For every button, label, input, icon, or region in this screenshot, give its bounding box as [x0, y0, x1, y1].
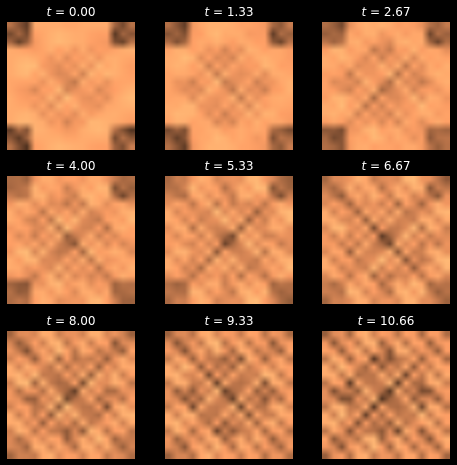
frame-image	[165, 331, 293, 459]
panel-title-value: 2.67	[383, 5, 411, 19]
panel-title-variable: t	[204, 5, 210, 19]
panel-title-value: 9.33	[226, 314, 254, 328]
panel-title-variable: t	[361, 5, 367, 19]
frame-image	[165, 22, 293, 150]
panel-title-separator: =	[51, 5, 69, 19]
frame-image	[7, 331, 135, 459]
frame-image	[322, 176, 450, 304]
frame-image	[165, 176, 293, 304]
panel-title: t = 9.33	[165, 314, 293, 328]
panel-title-value: 1.33	[226, 5, 254, 19]
panel-title-separator: =	[51, 314, 69, 328]
panel-title-separator: =	[366, 5, 384, 19]
panel-title-value: 5.33	[226, 159, 254, 173]
frame-image	[7, 176, 135, 304]
panel-title-separator: =	[209, 5, 227, 19]
panel-title-separator: =	[209, 314, 227, 328]
panel-title-value: 10.66	[380, 314, 415, 328]
panel-title: t = 0.00	[7, 5, 135, 19]
panel-title-value: 6.67	[383, 159, 411, 173]
frame-image	[322, 331, 450, 459]
panel-title-value: 8.00	[68, 314, 96, 328]
frame-image	[7, 22, 135, 150]
panel-title-variable: t	[204, 159, 210, 173]
panel-title-separator: =	[362, 314, 381, 328]
panel-title-variable: t	[357, 314, 363, 328]
panel-title: t = 2.67	[322, 5, 450, 19]
panel-title-separator: =	[366, 159, 384, 173]
panel-title: t = 10.66	[322, 314, 450, 328]
frame-image	[322, 22, 450, 150]
panel-title: t = 5.33	[165, 159, 293, 173]
panel-title-value: 0.00	[68, 5, 96, 19]
panel-title: t = 6.67	[322, 159, 450, 173]
panel-title-variable: t	[204, 314, 210, 328]
panel-title: t = 1.33	[165, 5, 293, 19]
panel-title-value: 4.00	[68, 159, 96, 173]
panel-title-variable: t	[46, 314, 52, 328]
panel-title: t = 8.00	[7, 314, 135, 328]
panel-title-variable: t	[46, 5, 52, 19]
panel-title-separator: =	[209, 159, 227, 173]
panel-title-separator: =	[51, 159, 69, 173]
panel-title: t = 4.00	[7, 159, 135, 173]
panel-title-variable: t	[361, 159, 367, 173]
panel-title-variable: t	[46, 159, 52, 173]
